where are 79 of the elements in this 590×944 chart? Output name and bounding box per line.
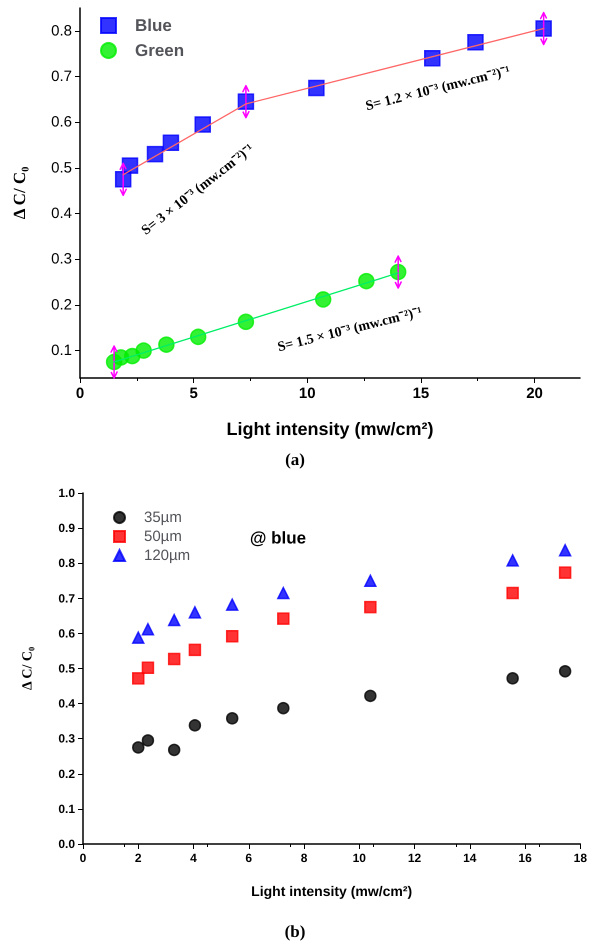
- point: [194, 116, 211, 133]
- y-tick-label: 0.8: [51, 22, 72, 40]
- x-tick-label: 16: [518, 851, 532, 865]
- x-tick-label: 6: [245, 851, 252, 865]
- x-tick-label: 4: [190, 851, 198, 865]
- point: [558, 665, 572, 678]
- point: [277, 612, 290, 625]
- legend-label: 120µm: [144, 547, 190, 564]
- y-tick-label: 0.9: [58, 521, 76, 536]
- legend-label: Green: [135, 41, 184, 60]
- y-tick-label: 0.2: [51, 296, 72, 314]
- point: [424, 50, 441, 66]
- legend-label: 50µm: [144, 528, 182, 545]
- y-tick-label: 0.7: [51, 68, 72, 86]
- y-tick-label: 0.1: [51, 342, 72, 360]
- x-axis-title: Light intensity (mw/cm²): [251, 883, 412, 899]
- point: [506, 672, 519, 685]
- x-tick-label: 10: [298, 385, 316, 402]
- point: [168, 652, 180, 666]
- point: [188, 644, 202, 656]
- y-tick-label: 0.6: [51, 114, 72, 131]
- point: [142, 622, 154, 636]
- x-tick-label: 2: [134, 851, 142, 865]
- point: [142, 734, 154, 747]
- point: [558, 544, 572, 556]
- point: [277, 702, 290, 714]
- legend-label: 35µm: [144, 509, 182, 526]
- point: [162, 134, 180, 152]
- y-tick-label: 0.4: [51, 205, 72, 222]
- point: [467, 34, 484, 51]
- x-tick-label: 0: [80, 851, 87, 865]
- y-tick-label: 0.3: [51, 250, 72, 268]
- point: [168, 744, 180, 756]
- point: [188, 719, 202, 732]
- x-tick-label: 5: [189, 385, 198, 402]
- y-tick-label: 0.4: [58, 696, 76, 711]
- x-tick-label: 20: [526, 385, 543, 402]
- y-tick-label: 0.7: [58, 591, 76, 606]
- point: [364, 574, 377, 587]
- y-tick-label: 0.5: [58, 662, 76, 676]
- point: [168, 614, 180, 626]
- point: [364, 690, 377, 702]
- y-tick-label: 0.8: [58, 556, 76, 570]
- x-tick-label: 15: [412, 385, 430, 402]
- point: [277, 586, 290, 600]
- point: [132, 672, 145, 685]
- x-tick-label: 0: [76, 385, 84, 402]
- y-tick-label: 0.1: [58, 802, 76, 816]
- y-axis-title: Δ C/ C₀: [20, 646, 36, 690]
- point: [132, 631, 145, 644]
- x-tick-label: 10: [352, 851, 366, 865]
- x-tick-label: 14: [463, 851, 477, 865]
- point: [142, 662, 154, 674]
- y-tick-label: 0.6: [58, 626, 76, 640]
- point: [226, 630, 238, 642]
- text: (a): [285, 450, 305, 469]
- point: [132, 741, 145, 754]
- y-tick-label: 0.2: [58, 766, 76, 781]
- y-axis-title: Δ C/ C₀: [10, 166, 29, 220]
- point: [364, 600, 377, 614]
- y-tick-label: 1.0: [58, 486, 76, 500]
- point: [226, 712, 238, 725]
- y-tick-label: 0.3: [58, 732, 76, 746]
- point: [558, 566, 572, 579]
- x-tick-label: 12: [408, 851, 422, 865]
- point: [226, 598, 238, 611]
- point: [506, 554, 519, 567]
- point: [506, 586, 519, 600]
- legend-label: Blue: [135, 16, 172, 35]
- y-tick-label: 0.0: [58, 837, 76, 851]
- point: [146, 146, 164, 162]
- y-tick-label: 0.5: [51, 159, 72, 176]
- point: [188, 606, 202, 619]
- x-tick-label: 18: [574, 851, 588, 865]
- point: [308, 80, 325, 96]
- annotation: @ blue: [250, 528, 306, 548]
- x-axis-title: Light intensity (mw/cm²): [226, 419, 434, 439]
- text: (b): [284, 922, 306, 941]
- x-tick-label: 8: [300, 851, 308, 865]
